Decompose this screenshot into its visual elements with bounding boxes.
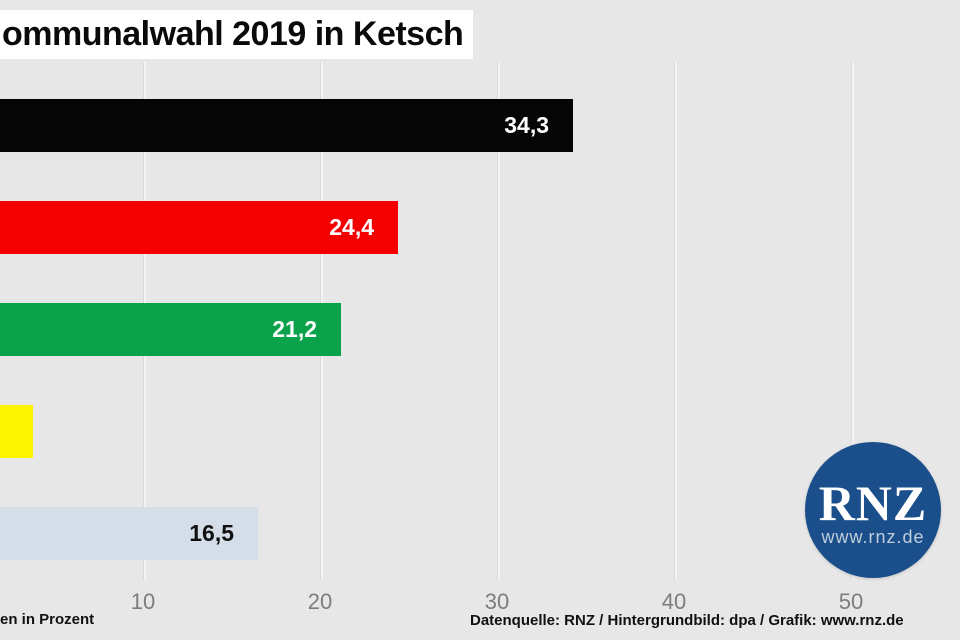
rnz-logo-text: RNZ	[818, 475, 928, 531]
source-credit: Datenquelle: RNZ / Hintergrundbild: dpa …	[470, 612, 904, 629]
bar: 16,5	[0, 507, 258, 560]
bar-value-label: 34,3	[504, 112, 549, 138]
gridline	[674, 62, 677, 580]
x-axis-tick-label: 40	[661, 589, 687, 614]
bar: 24,4	[0, 201, 398, 254]
bar: 21,2	[0, 303, 341, 356]
bar-value-label: 24,4	[329, 214, 374, 240]
x-axis-tick-label: 50	[838, 589, 864, 614]
gridline	[851, 62, 854, 580]
gridline	[497, 62, 500, 580]
bar: 34,3	[0, 99, 573, 152]
x-axis-tick-label: 10	[130, 589, 156, 614]
rnz-logo-url: www.rnz.de	[821, 527, 925, 547]
bar-value-label: 21,2	[272, 316, 317, 342]
x-axis-tick-label: 30	[484, 589, 510, 614]
chart-title-box: ommunalwahl 2019 in Ketsch	[0, 10, 474, 59]
bar	[0, 405, 33, 458]
axis-note: en in Prozent	[0, 611, 95, 628]
chart-title: ommunalwahl 2019 in Ketsch	[2, 15, 464, 53]
rnz-logo: RNZ www.rnz.de	[805, 442, 941, 578]
bar-value-label: 16,5	[189, 520, 234, 546]
x-axis-tick-label: 20	[307, 589, 333, 614]
